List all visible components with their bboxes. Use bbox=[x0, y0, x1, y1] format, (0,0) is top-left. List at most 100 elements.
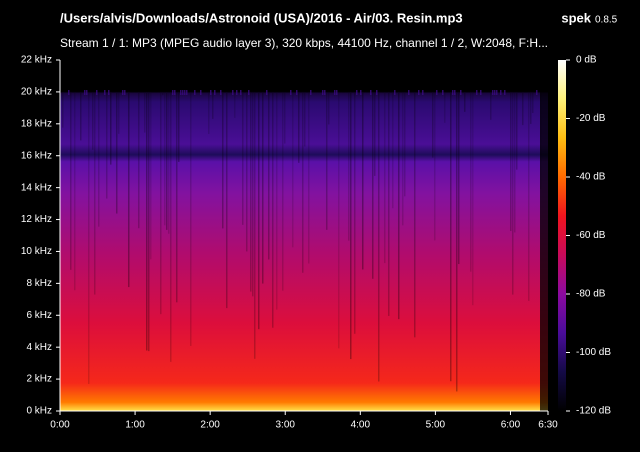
texture-streak bbox=[444, 93, 446, 123]
texture-streak bbox=[86, 90, 88, 95]
y-tick-label: 2 kHz bbox=[26, 374, 52, 385]
texture-streak bbox=[222, 93, 224, 229]
texture-streak bbox=[516, 93, 518, 170]
texture-streak bbox=[108, 90, 110, 95]
texture-streak bbox=[182, 90, 184, 95]
y-tick-label: 14 kHz bbox=[21, 182, 52, 193]
texture-streak bbox=[458, 93, 460, 265]
texture-streak bbox=[322, 90, 324, 95]
texture-streak bbox=[184, 90, 186, 95]
texture-streak bbox=[360, 90, 362, 95]
texture-streak bbox=[138, 93, 140, 229]
texture-streak bbox=[374, 93, 376, 176]
texture-streak bbox=[168, 93, 170, 234]
texture-streak bbox=[528, 93, 530, 301]
texture-streak bbox=[450, 93, 452, 382]
texture-streak bbox=[328, 93, 330, 125]
y-tick-label: 16 kHz bbox=[21, 150, 52, 161]
x-tick-label: 2:00 bbox=[200, 420, 220, 431]
texture-streak bbox=[476, 90, 478, 95]
color-tick-label: -100 dB bbox=[576, 347, 611, 358]
texture-streak bbox=[116, 93, 118, 214]
texture-streak bbox=[80, 93, 82, 141]
app-version: 0.8.5 bbox=[595, 15, 618, 26]
texture-streak bbox=[418, 90, 420, 95]
texture-streak bbox=[124, 90, 126, 95]
texture-streak bbox=[128, 93, 130, 288]
y-tick-label: 12 kHz bbox=[21, 214, 52, 225]
texture-streak bbox=[240, 90, 242, 95]
y-tick-label: 6 kHz bbox=[26, 310, 52, 321]
y-tick-label: 8 kHz bbox=[26, 278, 52, 289]
texture-streak bbox=[432, 93, 434, 158]
texture-streak bbox=[354, 93, 356, 334]
color-bar bbox=[558, 60, 566, 411]
texture-streak bbox=[232, 90, 234, 95]
texture-streak bbox=[174, 90, 176, 95]
texture-streak bbox=[510, 93, 512, 232]
texture-streak bbox=[384, 93, 386, 264]
texture-streak bbox=[334, 90, 336, 95]
texture-streak bbox=[106, 93, 108, 199]
texture-streak bbox=[92, 93, 94, 150]
texture-streak bbox=[414, 93, 416, 338]
texture-streak bbox=[208, 93, 210, 134]
texture-streak bbox=[452, 90, 454, 95]
texture-streak bbox=[378, 93, 380, 382]
texture-streak bbox=[392, 93, 394, 209]
texture-streak bbox=[324, 90, 326, 95]
texture-streak bbox=[454, 90, 456, 95]
texture-streak bbox=[290, 90, 292, 95]
y-tick-label: 22 kHz bbox=[21, 55, 52, 66]
texture-streak bbox=[504, 90, 506, 95]
texture-streak bbox=[276, 93, 278, 310]
texture-streak bbox=[514, 93, 516, 233]
texture-streak bbox=[258, 93, 260, 330]
texture-streak bbox=[310, 90, 312, 95]
texture-streak bbox=[200, 90, 202, 95]
x-tick-label: 1:00 bbox=[125, 420, 145, 431]
texture-streak bbox=[214, 90, 216, 95]
texture-streak bbox=[532, 93, 534, 114]
color-tick-label: -80 dB bbox=[576, 289, 606, 300]
spectrogram bbox=[60, 60, 548, 411]
texture-streak bbox=[376, 90, 378, 95]
texture-streak bbox=[234, 93, 236, 118]
texture-streak bbox=[210, 90, 212, 95]
texture-streak bbox=[236, 90, 238, 95]
texture-streak bbox=[268, 93, 270, 260]
color-tick-label: 0 dB bbox=[576, 55, 597, 66]
texture-streak bbox=[338, 93, 340, 349]
texture-streak bbox=[104, 90, 106, 95]
texture-streak bbox=[122, 90, 124, 95]
texture-streak bbox=[96, 90, 98, 95]
texture-streak bbox=[460, 90, 462, 95]
x-tick-label: 4:00 bbox=[351, 420, 371, 431]
y-tick-label: 18 kHz bbox=[21, 118, 52, 129]
texture-streak bbox=[70, 93, 72, 270]
fade-out bbox=[540, 60, 548, 411]
texture-streak bbox=[434, 93, 436, 241]
texture-streak bbox=[150, 93, 152, 260]
texture-streak bbox=[470, 93, 472, 272]
y-tick-label: 20 kHz bbox=[21, 87, 52, 98]
texture-streak bbox=[118, 93, 120, 134]
texture-streak bbox=[308, 93, 310, 264]
texture-streak bbox=[186, 90, 188, 95]
texture-streak bbox=[250, 93, 252, 292]
texture-streak bbox=[248, 90, 250, 95]
texture-streak bbox=[442, 90, 444, 95]
texture-streak bbox=[146, 93, 148, 351]
texture-streak bbox=[160, 93, 162, 315]
texture-streak bbox=[172, 90, 174, 95]
texture-streak bbox=[94, 93, 96, 295]
texture-streak bbox=[394, 90, 396, 95]
texture-streak bbox=[166, 93, 168, 230]
texture-streak bbox=[162, 93, 164, 96]
y-tick-label: 10 kHz bbox=[21, 246, 52, 257]
x-tick-label: 6:00 bbox=[501, 420, 521, 431]
texture-streak bbox=[388, 93, 390, 316]
y-tick-label: 4 kHz bbox=[26, 342, 52, 353]
texture-streak bbox=[98, 93, 100, 227]
texture-streak bbox=[246, 93, 248, 252]
